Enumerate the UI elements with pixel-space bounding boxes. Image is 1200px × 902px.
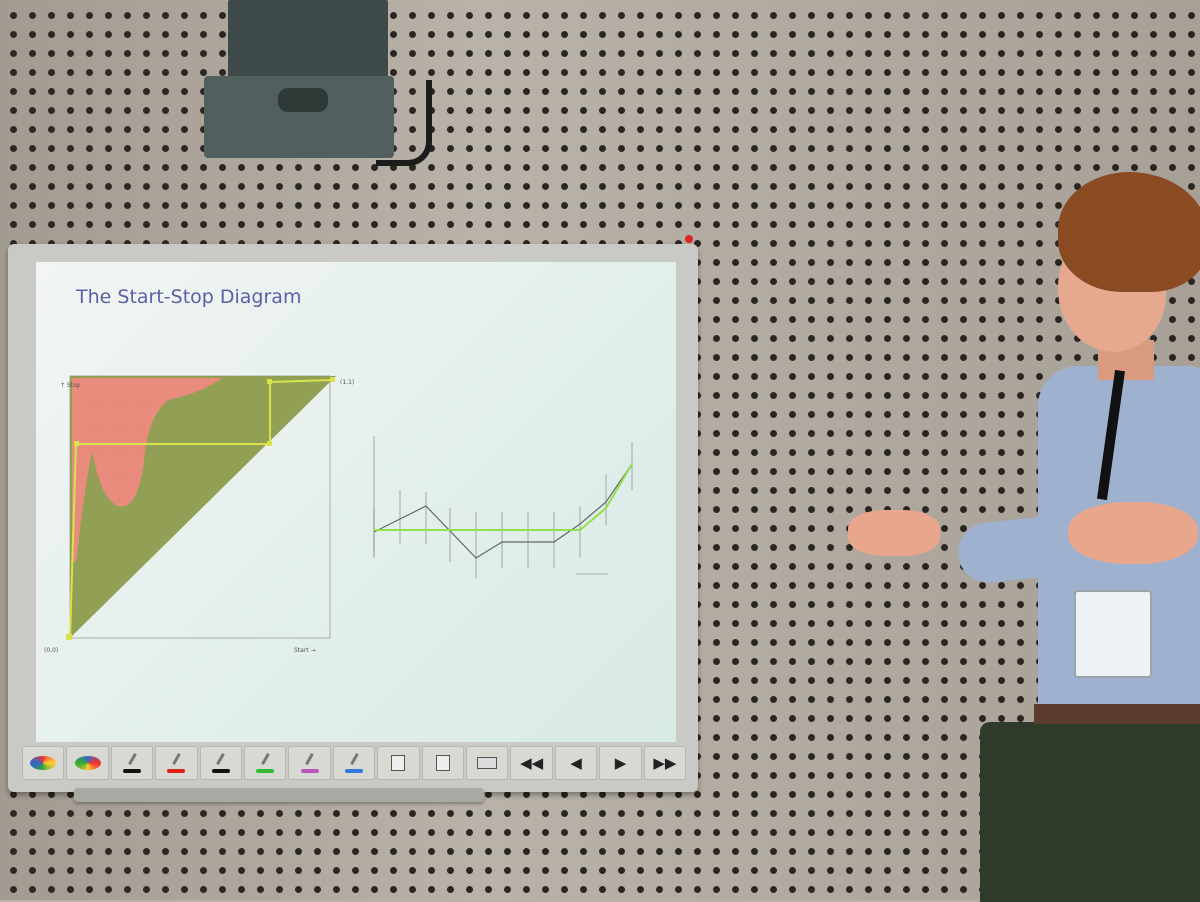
pen-purple-icon[interactable] xyxy=(288,746,331,780)
presenter xyxy=(848,170,1200,902)
print-icon[interactable] xyxy=(466,746,509,780)
pen-tray xyxy=(74,788,484,802)
infeasible-region xyxy=(72,378,222,562)
paste-icon[interactable] xyxy=(421,746,465,780)
next-page-icon: ▶ xyxy=(614,754,627,772)
presenter-hair xyxy=(1058,172,1200,292)
pen-black-icon[interactable] xyxy=(199,746,243,780)
pen-black-icon[interactable] xyxy=(110,746,154,780)
start-stop-diagram: ↑ Stop Start → (0,0) (1,1) xyxy=(44,375,633,654)
palette-icon[interactable] xyxy=(22,746,65,780)
projector-cable xyxy=(376,80,432,166)
corner-label: (1,1) xyxy=(340,379,354,386)
last-page-button[interactable]: ▶▶ xyxy=(643,746,687,780)
whiteboard-toolbar: ◀◀ ◀ ▶ ▶▶ xyxy=(22,746,687,780)
stop-axis-label: ↑ Stop xyxy=(60,382,81,389)
ceiling-projector xyxy=(200,0,432,170)
walk-line xyxy=(373,463,633,559)
presenter-hand xyxy=(1068,502,1198,564)
projected-slide[interactable]: The Start-Stop Diagram xyxy=(36,262,676,742)
first-page-icon: ◀◀ xyxy=(520,754,544,772)
projector-mount xyxy=(228,0,388,80)
next-page-button[interactable]: ▶ xyxy=(599,746,642,780)
copy-icon[interactable] xyxy=(377,746,420,780)
last-page-icon: ▶▶ xyxy=(653,754,677,772)
pen-red-icon[interactable] xyxy=(155,746,198,780)
start-axis-label: Start → xyxy=(294,647,316,654)
slide-title: The Start-Stop Diagram xyxy=(76,286,302,308)
presenter-hand-with-clicker xyxy=(848,510,940,556)
walk-plot xyxy=(373,436,633,578)
projector-lens xyxy=(278,88,328,112)
previous-page-button[interactable]: ◀ xyxy=(554,746,598,780)
walk-envelope xyxy=(374,463,633,531)
presenter-trousers xyxy=(980,722,1200,902)
board-status-light xyxy=(685,235,693,243)
interactive-whiteboard: The Start-Stop Diagram xyxy=(8,244,698,802)
previous-page-icon: ◀ xyxy=(570,754,582,772)
first-page-button[interactable]: ◀◀ xyxy=(510,746,553,780)
origin-label: (0,0) xyxy=(44,647,58,654)
pen-green-icon[interactable] xyxy=(244,746,287,780)
palette-icon[interactable] xyxy=(66,746,109,780)
presenter-belt xyxy=(1034,704,1200,724)
name-badge xyxy=(1074,590,1152,678)
pen-blue-icon[interactable] xyxy=(332,746,376,780)
